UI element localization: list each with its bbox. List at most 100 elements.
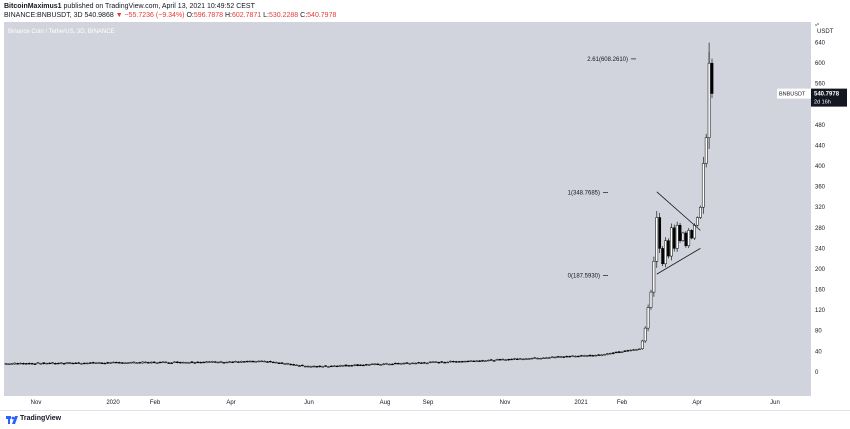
candle-body (425, 362, 429, 365)
candle-body (370, 363, 374, 366)
y-tick-label: 280 (815, 226, 826, 232)
candle-body (463, 360, 467, 363)
author-name[interactable]: BitcoinMaximus1 (4, 3, 62, 10)
candle-body (367, 364, 371, 366)
fib-level-label: 0(187.5930) (568, 273, 600, 279)
candle-body (239, 361, 243, 363)
y-unit-glyph: ⁶⁰ (815, 23, 819, 29)
candle-body (399, 363, 403, 365)
candle-body (693, 224, 696, 239)
candle-body (332, 365, 336, 367)
candle-body (402, 362, 406, 365)
candlestick-chart: 0408012016020024028032036040044048052056… (4, 23, 847, 406)
candle-body (228, 361, 232, 363)
candle-body (460, 361, 464, 363)
candle-body (539, 358, 542, 360)
y-tick-label: 400 (815, 164, 826, 170)
candle-body (513, 358, 516, 360)
candle-body (553, 356, 557, 359)
low-value: 530.2288 (269, 12, 299, 19)
candle-body (478, 360, 481, 362)
candle-body (524, 358, 528, 360)
candle-body (362, 364, 365, 367)
x-tick-label: Jun (304, 400, 314, 406)
candle-body (614, 351, 618, 354)
candle-body (103, 362, 107, 365)
candle-body (266, 361, 269, 363)
candle-body (495, 359, 499, 361)
candle-body (469, 360, 473, 362)
candle-body (59, 362, 63, 364)
candle-body (86, 362, 89, 365)
candle-body (565, 355, 569, 358)
candle-body (141, 361, 144, 364)
candle-body (591, 355, 595, 357)
triangle-upper-line (656, 191, 701, 231)
candle-body (199, 361, 202, 364)
candle-body (306, 365, 310, 368)
tradingview-brand[interactable]: TradingView (20, 415, 62, 422)
candle-body (39, 363, 43, 365)
x-tick-label: Apr (692, 400, 701, 406)
tradingview-logo-icon[interactable] (6, 415, 18, 425)
candle-body (158, 361, 162, 364)
candle-body (466, 360, 470, 363)
candle-body (574, 355, 577, 358)
candle-body (681, 232, 685, 241)
candle-body (71, 362, 75, 365)
y-tick-label: 600 (815, 61, 826, 67)
low-label: L: (263, 12, 269, 19)
close-label: C: (300, 12, 308, 19)
candle-body (364, 364, 368, 366)
candle-body (83, 362, 86, 365)
candle-body (550, 356, 554, 358)
candle-body (190, 361, 194, 363)
candle-body (585, 355, 589, 357)
candle-body (97, 362, 101, 364)
candle-body (260, 360, 264, 363)
candle-body (701, 163, 705, 208)
candle-body (373, 363, 377, 365)
last-price: 540.9868 (84, 12, 114, 19)
candle-body (597, 354, 601, 356)
candle-body (117, 362, 121, 364)
candle-body (126, 362, 130, 364)
symbol-tag-box (777, 88, 811, 99)
price-axis[interactable] (811, 22, 850, 395)
candle-body (431, 361, 435, 363)
candle-body (106, 362, 110, 364)
candle-body (562, 356, 566, 358)
candle-body (312, 365, 316, 368)
time-axis[interactable] (4, 395, 811, 410)
y-tick-label: 240 (815, 246, 826, 252)
candle-body (437, 362, 441, 364)
x-tick-label: Sep (423, 400, 434, 406)
candle-body (454, 361, 458, 363)
candle-body (216, 361, 220, 364)
candle-body (77, 362, 80, 364)
candle-body (481, 360, 484, 362)
chart-plot-area[interactable] (4, 22, 811, 395)
candle-body (254, 361, 258, 363)
candle-body (678, 224, 682, 241)
candle-body (120, 362, 124, 364)
candle-body (135, 362, 139, 364)
candle-body (65, 362, 69, 364)
y-tick-label: 480 (815, 123, 826, 129)
candle-body (91, 362, 95, 364)
candle-body (181, 361, 185, 364)
candle-body (521, 358, 525, 361)
candle-body (533, 357, 537, 359)
candle-body (504, 359, 508, 361)
candle-body (245, 360, 249, 363)
candle-body (338, 365, 342, 367)
high-label: H: (225, 12, 232, 19)
candle-body (115, 361, 118, 364)
candle-body (545, 357, 548, 359)
candle-body (132, 361, 136, 364)
candle-body (225, 361, 229, 364)
candle-body (411, 362, 415, 365)
candle-body (22, 363, 25, 365)
candle-body (277, 362, 281, 364)
candle-body (646, 307, 650, 329)
